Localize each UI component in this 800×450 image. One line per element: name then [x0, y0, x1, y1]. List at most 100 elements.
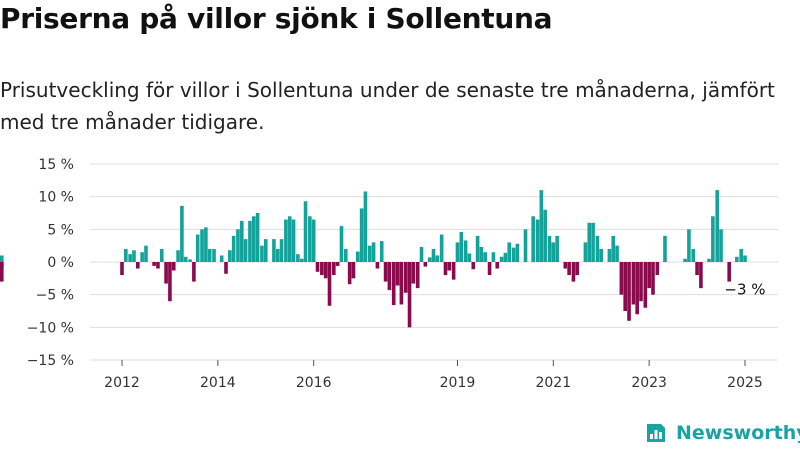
bar: [503, 252, 508, 262]
bar: [124, 248, 128, 262]
bar: [479, 246, 484, 262]
bar: [168, 262, 172, 302]
bar: [583, 242, 588, 262]
y-tick-label: −10 %: [27, 320, 74, 336]
bar: [399, 262, 404, 305]
x-tick-label: 2014: [200, 375, 236, 391]
bar: [551, 242, 556, 262]
bar: [651, 262, 655, 295]
bar: [391, 262, 396, 306]
bar: [315, 262, 320, 272]
bar: [647, 262, 651, 289]
bar: [735, 256, 739, 262]
bar: [435, 255, 440, 262]
bar: [228, 250, 232, 262]
bar: [623, 262, 627, 311]
bar: [719, 229, 723, 262]
bar: [631, 262, 636, 305]
bar: [547, 235, 552, 262]
bar: [251, 216, 256, 262]
bar: [487, 262, 492, 276]
bar: [491, 252, 496, 262]
bar: [243, 239, 248, 262]
bar: [128, 254, 132, 262]
bar: [248, 220, 252, 262]
bar: [699, 262, 703, 289]
x-tick-label: 2021: [535, 375, 571, 391]
y-tick-label: 15 %: [38, 157, 74, 173]
bars: [0, 190, 747, 328]
bar: [615, 245, 619, 262]
bar: [140, 252, 144, 262]
bar: [475, 235, 480, 262]
bar: [164, 262, 168, 284]
y-tick-label: −5 %: [36, 288, 74, 304]
bar: [296, 254, 300, 262]
bar: [599, 248, 604, 262]
bar: [204, 227, 208, 262]
bar: [371, 242, 376, 262]
brand: Newsworthy: [644, 421, 800, 445]
bar: [711, 216, 715, 262]
y-tick-label: 5 %: [47, 222, 74, 238]
bar: [136, 262, 140, 269]
bar: [207, 248, 212, 262]
bar: [471, 262, 476, 270]
bar: [607, 248, 612, 262]
bar: [531, 216, 535, 262]
y-tick-label: 0 %: [47, 255, 74, 271]
bar: [683, 258, 687, 262]
bar: [303, 201, 308, 262]
bar: [359, 208, 364, 262]
bar: [571, 262, 576, 282]
x-tick-label: 2019: [440, 375, 476, 391]
bar: [284, 219, 288, 262]
brand-name: Newsworthy: [676, 422, 800, 444]
bar: [455, 242, 460, 262]
bar: [171, 262, 176, 271]
bar: [195, 234, 200, 262]
bar: [415, 262, 420, 289]
bar: [611, 235, 616, 262]
bar: [156, 262, 160, 269]
y-axis-tick-labels: 15 % 10 % 5 % 0 % −5 % −10 % −15 %: [27, 157, 74, 369]
bar: [451, 262, 456, 280]
bar: [407, 262, 412, 328]
bar: [463, 240, 468, 262]
bar: [539, 190, 544, 262]
x-axis-ticks: 2012 2014 2016 2019 2021 2023 2025: [104, 360, 763, 391]
last-value-annotation: −3 %: [724, 281, 765, 299]
bar: [287, 216, 292, 262]
bar: [727, 262, 731, 282]
bar: [467, 253, 472, 262]
bar: [367, 245, 372, 262]
bar: [695, 262, 699, 276]
bar: [523, 229, 528, 262]
bar: [355, 251, 360, 262]
bar: [255, 213, 260, 262]
bar: [655, 262, 660, 276]
bar: [275, 248, 280, 262]
bar: [459, 231, 464, 262]
bar: [431, 248, 436, 262]
annotations: −3 %: [724, 281, 765, 299]
y-tick-label: 10 %: [38, 190, 74, 206]
bar: [212, 248, 216, 262]
bar: [291, 219, 296, 262]
bar: [335, 262, 340, 266]
bar: [272, 239, 276, 262]
bar: [567, 262, 571, 276]
bar: [511, 247, 516, 262]
bar: [411, 262, 416, 284]
bar: [627, 262, 631, 321]
newsworthy-logo-icon: [647, 424, 665, 442]
bar: [231, 235, 236, 262]
bar: [236, 229, 240, 262]
bar: [555, 235, 559, 262]
x-tick-label: 2025: [727, 375, 763, 391]
bar: [483, 252, 488, 262]
bar: [419, 246, 424, 262]
bar: [515, 243, 520, 262]
bar: [447, 262, 452, 271]
bar: [332, 262, 336, 276]
